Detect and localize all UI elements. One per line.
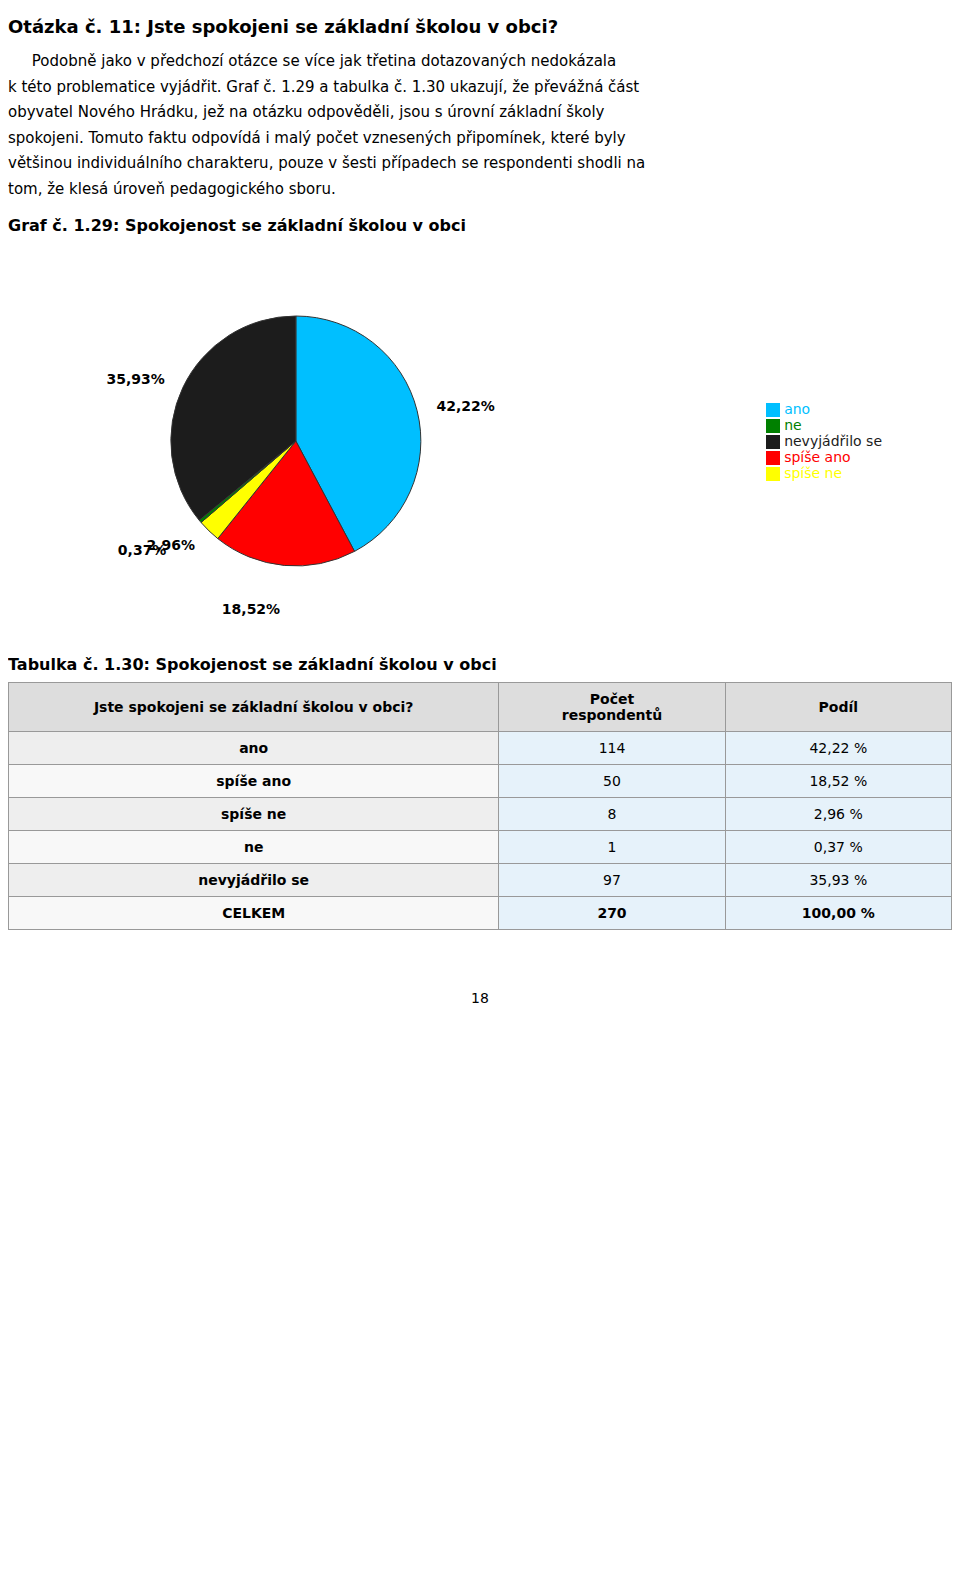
html-text:270: 270: [597, 905, 627, 921]
svg-text:2,96%: 2,96%: [146, 537, 196, 554]
html-text:Jste spokojeni se základní ško: Jste spokojeni se základní školou v obci…: [93, 699, 414, 715]
html-text:CELKEM: CELKEM: [222, 905, 286, 921]
svg-text:0,37%: 0,37%: [118, 542, 167, 558]
svg-text:35,93%: 35,93%: [106, 371, 164, 387]
html-text:42,22 %: 42,22 %: [809, 740, 868, 756]
svg-text:18,52%: 18,52%: [222, 601, 280, 617]
html-text:nevyjádřilo se: nevyjádřilo se: [198, 872, 310, 888]
html-text:Tabulka č. 1.30: Spokojenost s: Tabulka č. 1.30: Spokojenost se základní…: [8, 655, 497, 674]
html-text:1: 1: [607, 839, 617, 855]
html-text:obyvatel Nového Hrádku, jež na: obyvatel Nového Hrádku, jež na otázku od…: [8, 103, 605, 121]
html-text:spokojeni. Tomuto faktu odpoví: spokojeni. Tomuto faktu odpovídá i malý …: [8, 128, 626, 147]
html-text:2,96 %: 2,96 %: [813, 806, 863, 822]
html-text:nevyjádřilo se: nevyjádřilo se: [784, 433, 882, 449]
html-text:ano: ano: [784, 401, 811, 417]
html-text:Podíl: Podíl: [818, 699, 859, 715]
html-text:18: 18: [471, 990, 489, 1006]
html-text:Počet respondentů: Počet respondentů: [561, 691, 663, 723]
html-text:většinou individuálního charak: většinou individuálního charakteru, pouz…: [8, 154, 646, 172]
html-text:ano: ano: [239, 740, 269, 756]
html-text:114: 114: [598, 740, 626, 756]
html-text:0,37 %: 0,37 %: [813, 839, 863, 855]
svg-text:42,22%: 42,22%: [437, 398, 495, 414]
html-text:spíše ne: spíše ne: [221, 806, 287, 822]
html-text:k této problematice vyjádřit.: k této problematice vyjádřit. Graf č. 1.…: [8, 77, 640, 96]
html-text:ne: ne: [243, 839, 264, 855]
html-text:Podobně jako v předchozí otázc: Podobně jako v předchozí otázce se více …: [8, 52, 617, 70]
html-text:spíše ne: spíše ne: [784, 465, 842, 481]
html-text:ne: ne: [784, 417, 802, 433]
html-text:18,52 %: 18,52 %: [809, 773, 868, 789]
html-text:100,00 %: 100,00 %: [801, 905, 875, 921]
html-text:Graf č. 1.29: Spokojenost se z: Graf č. 1.29: Spokojenost se základní šk…: [8, 216, 466, 235]
html-text:50: 50: [603, 773, 621, 789]
html-text:97: 97: [603, 872, 621, 888]
html-text:spíše ano: spíše ano: [784, 449, 851, 465]
html-text:spíše ano: spíše ano: [216, 773, 292, 789]
html-text:tom, že klesá úroveň pedagogic: tom, že klesá úroveň pedagogického sboru…: [8, 179, 336, 198]
html-text:Otázka č. 11: Jste spokojeni s: Otázka č. 11: Jste spokojeni se základní…: [8, 16, 559, 37]
html-text:8: 8: [607, 806, 617, 822]
html-text:35,93 %: 35,93 %: [809, 872, 868, 888]
